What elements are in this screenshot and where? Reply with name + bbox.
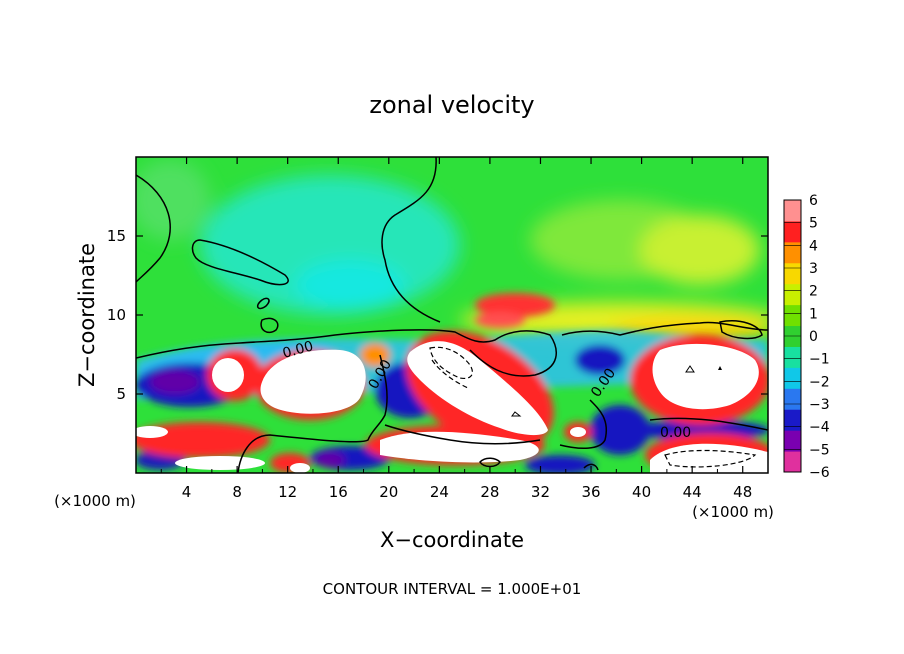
colorbar-swatch [784,346,801,368]
colorbar-tick-label: 5 [809,216,818,232]
dashed-contours [429,346,757,468]
contour-label: 0.00 [660,425,691,441]
colorbar-tick-label: 0 [809,329,818,345]
y-axis-label: Z−coordinate [75,243,99,387]
contour-interval-footer: CONTOUR INTERVAL = 1.000E+01 [323,580,582,598]
colorbar-swatch [784,241,801,264]
x-tick-label: 36 [581,483,600,501]
x-unit-right: (×1000 m) [692,503,774,521]
colorbar-tick-label: −5 [809,442,830,458]
y-tick-label: 10 [107,306,126,324]
chart-title: zonal velocity [369,91,534,119]
x-tick-label: 12 [278,483,297,501]
colorbar-swatch [784,220,801,243]
x-tick-label: 44 [683,483,702,501]
colorbar-swatch [784,430,801,452]
x-axis-label: X−coordinate [380,528,524,552]
x-tick-label: 20 [379,483,398,501]
colorbar-tick-label: 1 [809,306,818,322]
colorbar-tick-label: 4 [809,238,818,254]
contour-label: 0.00 [281,338,315,362]
colorbar-swatch [784,388,801,410]
colorbar: 6 5 4 3 2 1 0 −1 −2 −3 −4 −5 −6 [783,193,830,481]
x-tick-label: 28 [480,483,499,501]
x-tick-label: 40 [632,483,651,501]
colorbar-tick-label: −3 [809,397,830,413]
x-tick-label: 48 [733,483,752,501]
colorbar-swatch [784,200,801,222]
zero-contours [136,157,768,473]
x-tick-label: 32 [531,483,550,501]
over-range-cores [136,341,768,473]
colorbar-swatch [784,304,801,327]
colorbar-swatch [784,451,801,473]
colorbar-tick-label: −6 [809,465,830,481]
colorbar-tick-label: −4 [809,420,830,436]
colorbar-swatch [784,367,801,389]
colorbar-swatch [784,262,801,285]
colorbar-swatch [784,283,801,306]
colorbar-swatch [784,409,801,431]
x-tick-label: 16 [329,483,348,501]
x-unit-left: (×1000 m) [54,492,136,510]
x-tick-label: 24 [430,483,449,501]
colorbar-tick-label: 2 [809,284,818,300]
heatmap-field [136,157,768,473]
colorbar-tick-label: 6 [809,193,818,209]
colorbar-tick-label: −2 [809,374,830,390]
colorbar-tick-label: 3 [809,261,818,277]
y-tick-label: 5 [116,385,126,403]
y-tick-label: 15 [107,227,126,245]
x-tick-label: 8 [232,483,242,501]
x-tick-label: 4 [182,483,192,501]
colorbar-tick-label: −1 [809,352,830,368]
